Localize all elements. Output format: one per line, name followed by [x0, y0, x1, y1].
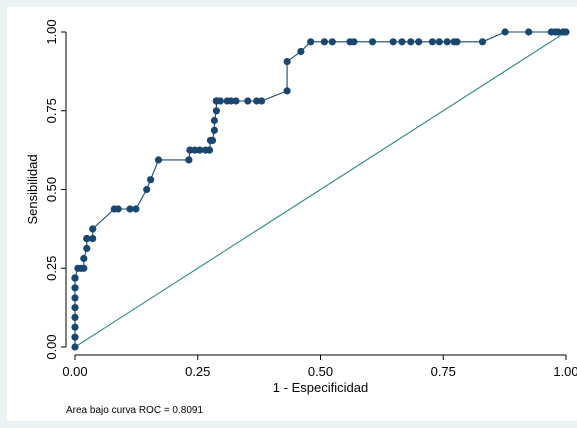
roc-point	[453, 38, 461, 46]
roc-point	[562, 28, 570, 36]
roc-point	[368, 38, 377, 46]
roc-point	[132, 205, 140, 213]
x-tick-label: 0.00	[62, 364, 87, 379]
roc-point	[154, 156, 163, 164]
roc-point	[435, 38, 443, 46]
roc-point	[208, 136, 217, 144]
axes: 0.00 0.25 0.50 0.75 1.00 0.00 0.25 0.50 0.75 1.0…	[44, 19, 577, 379]
x-tick-label: 1.00	[553, 364, 577, 379]
roc-point	[554, 28, 562, 36]
x-tick-label: 0.25	[185, 364, 210, 379]
roc-point	[210, 126, 218, 134]
chart-background	[7, 7, 577, 421]
roc-point	[83, 235, 91, 243]
roc-point	[307, 38, 315, 46]
roc-point	[210, 116, 218, 125]
roc-point	[283, 87, 291, 95]
roc-point	[71, 274, 79, 282]
roc-point	[415, 38, 423, 46]
y-tick-label: 0.75	[44, 98, 59, 123]
x-axis-ticks: 0.00 0.25 0.50 0.75 1.00	[62, 355, 577, 379]
roc-point	[80, 254, 88, 263]
roc-point	[232, 97, 240, 105]
roc-point	[71, 343, 79, 351]
roc-point	[89, 235, 97, 243]
roc-point	[71, 323, 79, 331]
roc-point	[297, 47, 305, 56]
x-tick-label: 0.50	[308, 364, 333, 379]
x-tick-label: 0.75	[431, 364, 456, 379]
y-tick-label: 1.00	[44, 19, 59, 44]
roc-point	[80, 264, 88, 272]
roc-point	[320, 38, 328, 46]
roc-point	[283, 58, 291, 66]
roc-point	[407, 38, 415, 46]
roc-points	[71, 28, 570, 351]
roc-point	[143, 185, 151, 194]
roc-point	[185, 156, 193, 164]
plot-area	[71, 28, 570, 351]
roc-point	[389, 38, 397, 46]
roc-point	[71, 313, 79, 321]
y-axis-label: Sensibilidad	[25, 154, 40, 224]
roc-point	[443, 38, 451, 46]
roc-point	[398, 38, 406, 46]
roc-point	[501, 28, 509, 36]
y-tick-label: 0.25	[44, 256, 59, 281]
roc-point	[525, 28, 533, 36]
roc-point	[350, 38, 358, 46]
y-tick-label: 0.50	[44, 177, 59, 202]
x-axis-label: 1 - Especificidad	[273, 380, 368, 395]
roc-point	[478, 38, 487, 46]
roc-point	[126, 205, 134, 213]
auc-note: Area bajo curva ROC = 0.8091	[66, 405, 203, 416]
roc-point	[212, 107, 220, 115]
y-tick-label: 0.00	[44, 334, 59, 359]
roc-point	[205, 146, 214, 154]
roc-point	[71, 304, 79, 312]
roc-point	[71, 333, 79, 341]
roc-point	[114, 205, 122, 213]
roc-point	[147, 176, 155, 184]
roc-point	[428, 38, 436, 46]
roc-point	[83, 244, 91, 252]
roc-point	[258, 97, 266, 105]
reference-diagonal	[74, 31, 567, 348]
y-axis-ticks: 0.00 0.25 0.50 0.75 1.00	[44, 19, 66, 360]
roc-point	[89, 225, 97, 233]
roc-point	[71, 294, 79, 302]
roc-point	[196, 146, 204, 154]
roc-point	[216, 97, 224, 105]
roc-point	[71, 284, 79, 292]
roc-point	[328, 38, 336, 46]
roc-point	[244, 97, 252, 105]
